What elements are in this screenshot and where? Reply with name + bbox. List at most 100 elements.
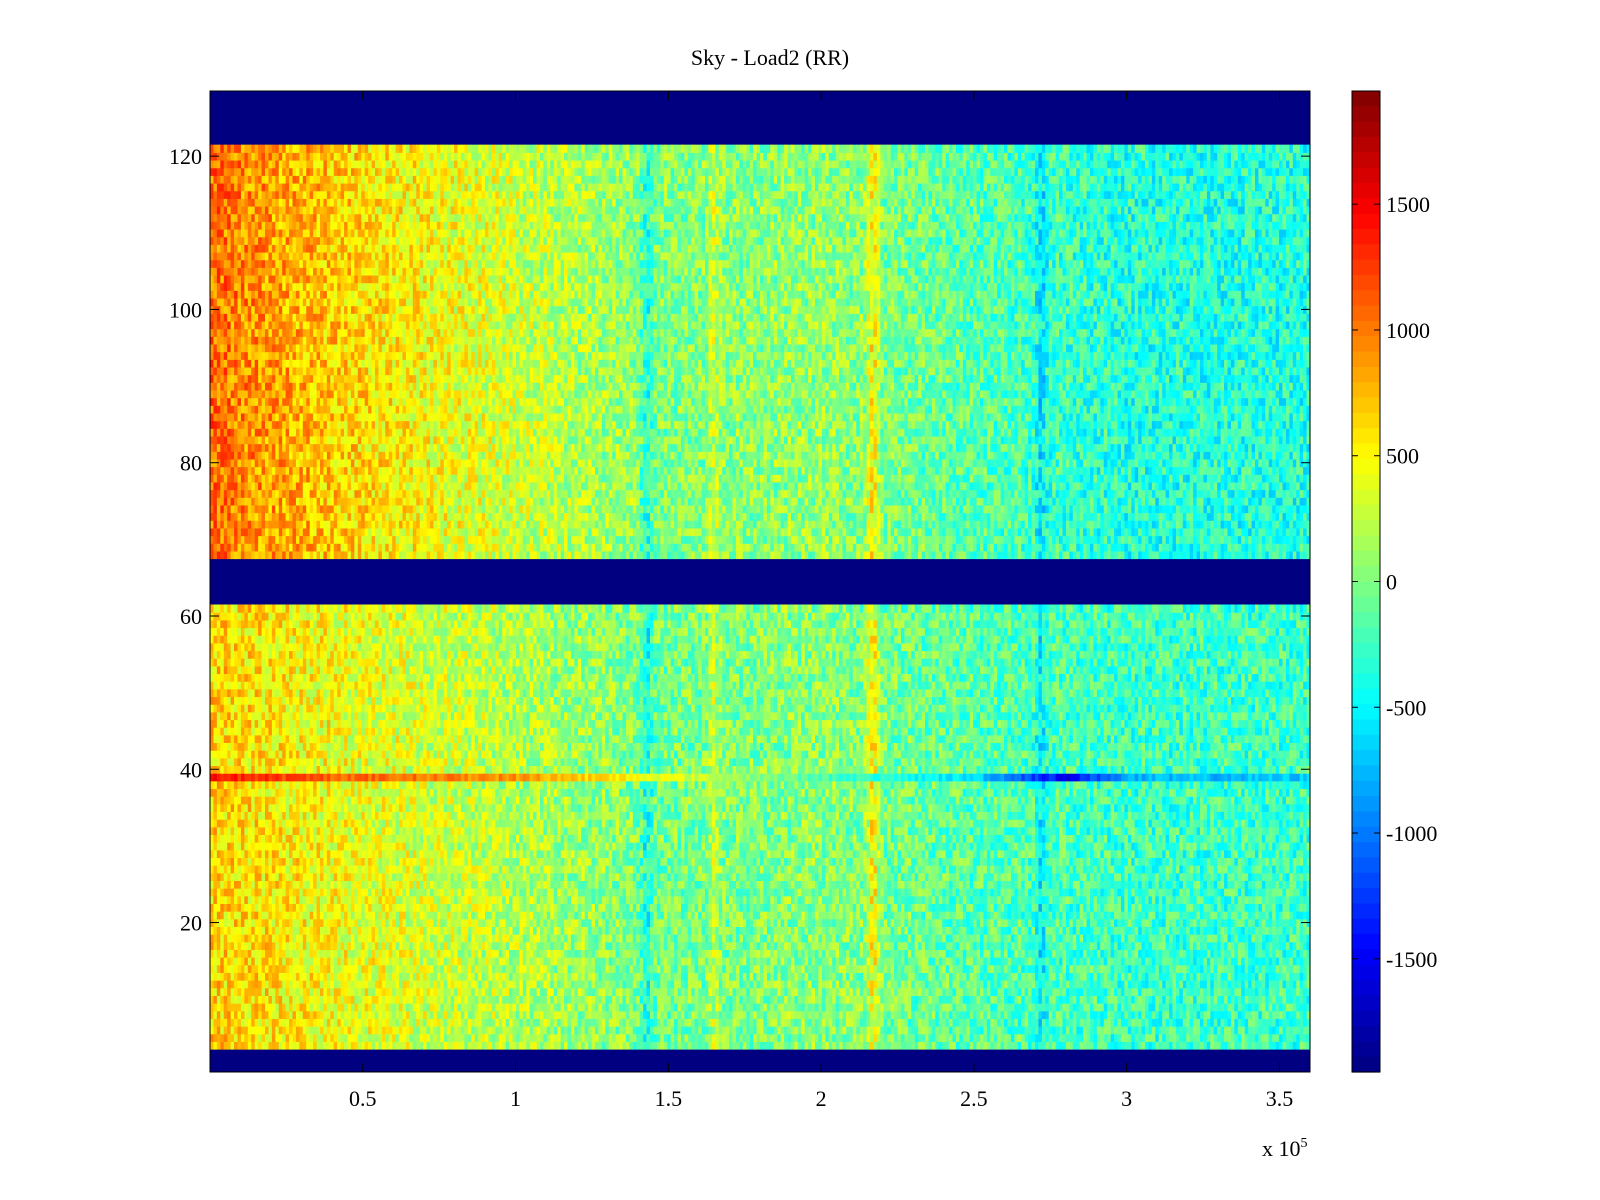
heatmap-cell [1252,965,1256,973]
heatmap-cell [763,980,767,988]
heatmap-cell [537,988,541,996]
heatmap-cell [1032,1003,1036,1011]
heatmap-cell [378,972,382,980]
heatmap-cell [1296,1026,1300,1034]
heatmap-cell [1021,1026,1025,1034]
heatmap-cell [1252,1041,1256,1049]
heatmap-cell [513,995,517,1003]
heatmap-cell [526,1041,530,1049]
heatmap-cell [248,1003,252,1011]
heatmap-cell [365,965,369,973]
heatmap-cell [537,972,541,980]
heatmap-cell [420,980,424,988]
heatmap-cell [1063,988,1067,996]
heatmap-cell [320,980,324,988]
heatmap-cell [853,1041,857,1049]
heatmap-cell [1300,995,1304,1003]
heatmap-cell [801,980,805,988]
heatmap-cell [1142,980,1146,988]
heatmap-cell [265,1011,269,1019]
heatmap-cell [867,972,871,980]
heatmap-cell [293,957,297,965]
heatmap-cell [296,965,300,973]
heatmap-cell [598,995,602,1003]
heatmap-cell [1255,965,1259,973]
heatmap-cell [1080,965,1084,973]
heatmap-cell [843,965,847,973]
heatmap-cell [454,988,458,996]
heatmap-cell [557,1026,561,1034]
heatmap-cell [224,1041,228,1049]
heatmap-cell [220,1003,224,1011]
heatmap-cell [1300,1003,1304,1011]
heatmap-cell [468,1003,472,1011]
heatmap-cell [433,1041,437,1049]
heatmap-cell [282,980,286,988]
heatmap-cell [1169,1034,1173,1042]
heatmap-cell [1169,1041,1173,1049]
heatmap-cell [605,957,609,965]
heatmap-cell [289,988,293,996]
heatmap-cell [636,957,640,965]
heatmap-cell [392,972,396,980]
heatmap-cell [289,972,293,980]
heatmap-cell [1224,1026,1228,1034]
heatmap-cell [251,1003,255,1011]
heatmap-cell [248,1011,252,1019]
heatmap-cell [1245,995,1249,1003]
heatmap-cell [293,949,297,957]
heatmap-cell [825,972,829,980]
heatmap-cell [719,972,723,980]
heatmap-cell [1293,980,1297,988]
heatmap-cell [543,965,547,973]
heatmap-cell [550,965,554,973]
heatmap-cell [389,1041,393,1049]
heatmap-cell [334,980,338,988]
heatmap-cell [416,1034,420,1042]
heatmap-cell [729,965,733,973]
heatmap-cell [372,995,376,1003]
heatmap-cell [770,1011,774,1019]
heatmap-cell [323,988,327,996]
heatmap-cell [389,965,393,973]
heatmap-cell [994,1011,998,1019]
heatmap-cell [499,1018,503,1026]
heatmap-cell [867,957,871,965]
heatmap-cell [1135,988,1139,996]
heatmap-cell [846,995,850,1003]
heatmap-cell [884,1041,888,1049]
heatmap-cell [846,980,850,988]
heatmap-cell [1063,1018,1067,1026]
heatmap-cell [1286,972,1290,980]
heatmap-cell [1217,972,1221,980]
heatmap-cell [650,957,654,965]
heatmap-cell [1038,972,1042,980]
heatmap-cell [942,995,946,1003]
heatmap-cell [358,1003,362,1011]
heatmap-cell [516,1041,520,1049]
heatmap-cell [337,972,341,980]
heatmap-cell [667,1011,671,1019]
heatmap-cell [323,1041,327,1049]
heatmap-cell [1296,988,1300,996]
heatmap-cell [750,957,754,965]
heatmap-cell [612,995,616,1003]
heatmap-cell [523,1011,527,1019]
heatmap-cell [633,972,637,980]
heatmap-cell [760,1034,764,1042]
heatmap-cell [317,1041,321,1049]
heatmap-cell [873,965,877,973]
heatmap-cell [1145,1041,1149,1049]
heatmap-cell [372,1011,376,1019]
heatmap-cell [540,957,544,965]
heatmap-cell [719,995,723,1003]
heatmap-cell [241,965,245,973]
heatmap-cell [770,1026,774,1034]
heatmap-cell [568,1011,572,1019]
heatmap-cell [458,995,462,1003]
heatmap-cell [262,1041,266,1049]
heatmap-cell [251,949,255,957]
heatmap-cell [839,965,843,973]
heatmap-cell [265,965,269,973]
heatmap-cell [1169,1026,1173,1034]
